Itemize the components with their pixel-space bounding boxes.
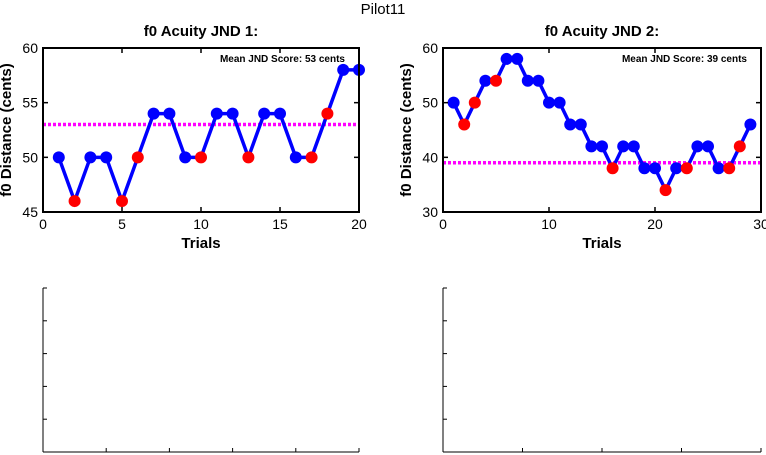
data-point [702,140,714,153]
data-point [226,107,239,120]
chart-jnd-1: f0 Acuity JND 1: 0 5 10 15 20 45 50 55 60 Mean JND… [0,23,367,252]
data-point [179,151,192,164]
data-point [627,140,640,153]
y-tick-label: 30 [422,204,438,220]
x-tick-label: 10 [541,216,557,232]
data-point [337,63,350,76]
axes-frame [42,47,360,213]
data-point [733,140,746,153]
data-point [479,74,492,87]
data-point [532,74,545,87]
x-tick-label: 15 [272,216,288,232]
x-tick-label: 5 [118,216,126,232]
x-axis-label: Trials [582,235,621,252]
mean-jnd-annotation: Mean JND Score: 39 cents [622,54,747,65]
data-point [723,162,736,175]
data-point [521,74,534,87]
data-point [258,107,271,120]
x-tick-label: 20 [647,216,663,232]
data-point [511,52,524,65]
data-point [638,162,651,175]
mean-jnd-annotation: Mean JND Score: 53 cents [220,54,345,65]
series-line [57,68,359,203]
data-point [606,162,619,175]
y-tick-label: 45 [22,204,38,220]
y-tick-label: 60 [422,40,438,56]
data-point [321,107,334,120]
data-point [100,151,113,164]
empty-axes-left [42,287,360,453]
data-point [585,140,598,153]
x-tick-label: 10 [193,216,209,232]
data-point [305,151,318,164]
data-point [617,140,630,153]
y-tick-label: 55 [22,95,38,111]
data-point [458,118,471,131]
data-point [210,107,223,120]
data-point [659,184,672,197]
chart-jnd-2: f0 Acuity JND 2: 0 10 20 30 30 40 50 60 Mean JND … [398,23,766,252]
x-tick-label: 0 [439,216,447,232]
data-point [670,162,683,175]
x-axis-label: Trials [181,235,220,252]
data-point [447,96,460,109]
data-point [500,52,513,65]
data-point [553,96,566,109]
data-point [596,140,608,153]
data-point [744,118,757,131]
data-point [84,151,97,164]
figure-title: Pilot11 [361,1,406,18]
data-point [680,162,693,175]
data-point [242,151,255,164]
data-point [490,74,502,87]
chart-title: f0 Acuity JND 2: [545,23,659,40]
y-axis-label: f0 Distance (cents) [0,63,15,196]
data-point [649,162,661,175]
data-point [543,96,555,109]
empty-axes-right [442,287,762,453]
data-point [68,195,81,208]
y-tick-label: 50 [22,149,38,165]
data-point [574,118,587,131]
y-axis-label: f0 Distance (cents) [398,63,415,196]
y-tick-label: 40 [422,149,438,165]
data-point [564,118,577,131]
x-tick-label: 30 [753,216,766,232]
data-point [147,107,160,120]
axes-frame [442,47,762,213]
data-point [289,151,302,164]
data-point [195,151,207,164]
data-point [131,151,144,164]
data-point [52,151,65,164]
data-point [712,162,725,175]
chart-title: f0 Acuity JND 1: [144,23,258,40]
data-point [468,96,481,109]
y-tick-label: 50 [422,95,438,111]
data-point [163,107,176,120]
y-tick-label: 60 [22,40,38,56]
data-point [691,140,704,153]
data-point [116,195,128,208]
data-point [274,107,286,120]
x-tick-label: 0 [39,216,47,232]
x-tick-label: 20 [351,216,367,232]
